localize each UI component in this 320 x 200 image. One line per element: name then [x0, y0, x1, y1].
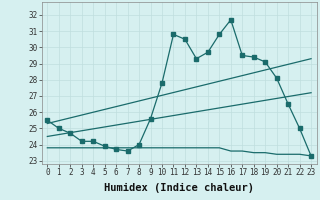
- X-axis label: Humidex (Indice chaleur): Humidex (Indice chaleur): [104, 183, 254, 193]
